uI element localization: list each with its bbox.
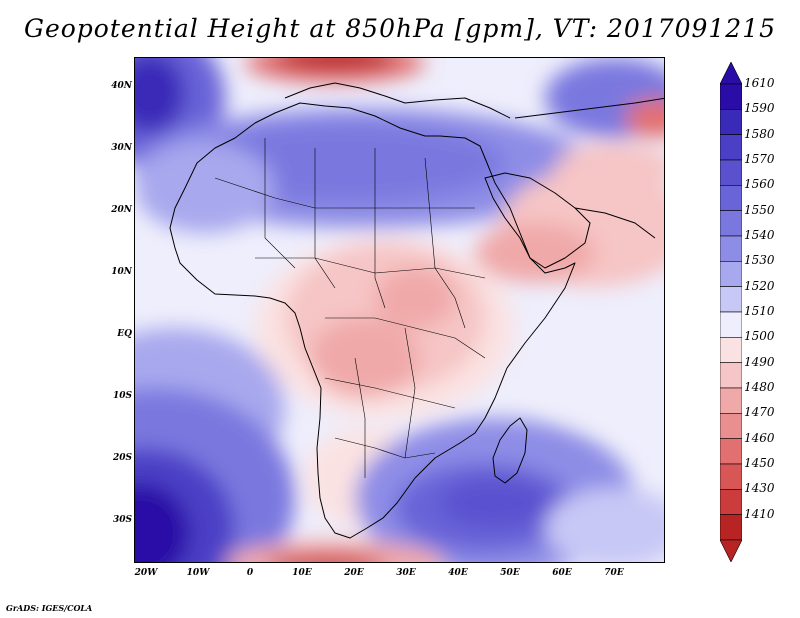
colorbar-label-1590: 1590 [744, 101, 775, 116]
colorbar-label-1550: 1550 [744, 202, 775, 217]
colorbar-cell-1560 [720, 185, 742, 211]
colorbar-label-1510: 1510 [744, 304, 775, 318]
colorbar-label-1560: 1560 [744, 177, 775, 192]
colorbar-label-1580: 1580 [744, 126, 775, 141]
colorbar-cell-1550 [720, 210, 742, 237]
lat-label-40n: 40N [111, 81, 132, 91]
colorbar [720, 62, 742, 562]
colorbar-label-1610: 1610 [744, 76, 775, 90]
colorbar-cell-1450 [720, 463, 742, 490]
lat-label-eq: EQ [117, 329, 132, 339]
colorbar-label-1530: 1530 [744, 253, 775, 268]
country-borders [214, 138, 486, 478]
colorbar-label-1460: 1460 [744, 430, 775, 445]
colorbar-label-1480: 1480 [744, 380, 775, 394]
colorbar-cell-1430 [720, 489, 742, 515]
height-field [135, 58, 664, 562]
colorbar-label-1410: 1410 [744, 506, 775, 521]
lon-label-10e: 10E [292, 568, 312, 578]
lat-label-10n: 10N [111, 267, 132, 277]
colorbar-cell-1540 [720, 235, 742, 262]
map-panel [134, 57, 665, 563]
lon-label-70e: 70E [604, 568, 624, 578]
lon-label-20w: 20W [134, 568, 158, 578]
colorbar-cell-1490 [720, 362, 742, 389]
colorbar-cell-1470 [720, 413, 742, 439]
colorbar-top-arrow [720, 62, 742, 85]
coastlines [169, 82, 664, 539]
colorbar-cell-1520 [720, 286, 742, 313]
colorbar-label-1450: 1450 [744, 456, 775, 470]
colorbar-cell-1570 [720, 159, 742, 186]
colorbar-cell-1500 [720, 337, 742, 363]
colorbar-label-1430: 1430 [744, 481, 775, 496]
colorbar-cell-1480 [720, 387, 742, 414]
lat-label-20n: 20N [111, 205, 132, 215]
lat-label-20s: 20S [112, 453, 132, 463]
lon-label-50e: 50E [500, 568, 520, 578]
colorbar-cell-1530 [720, 261, 742, 287]
lon-label-20e: 20E [344, 568, 364, 578]
lon-label-60e: 60E [552, 568, 572, 578]
colorbar-cell-1590 [720, 109, 742, 135]
colorbar-label-1570: 1570 [744, 152, 775, 166]
lon-label-0: 0 [246, 568, 254, 578]
colorbar-bottom-arrow [720, 539, 742, 562]
colorbar-label-1490: 1490 [744, 354, 775, 369]
colorbar-label-1520: 1520 [744, 278, 775, 293]
lat-label-30n: 30N [111, 143, 132, 153]
colorbar-cell-1410 [720, 514, 742, 541]
colorbar-label-1500: 1500 [744, 329, 775, 344]
colorbar-cell-1610 [720, 83, 742, 110]
colorbar-label-1540: 1540 [744, 228, 775, 242]
colorbar-label-1470: 1470 [744, 405, 775, 420]
colorbar-cell-1460 [720, 438, 742, 465]
map-title: Geopotential Height at 850hPa [gpm], VT:… [23, 14, 777, 43]
lon-label-40e: 40E [448, 568, 468, 578]
lon-label-10w: 10W [186, 568, 210, 578]
geopotential-map [135, 58, 664, 562]
lat-label-10s: 10S [112, 391, 132, 401]
colorbar-cell-1510 [720, 311, 742, 338]
grads-credit: GrADS: IGES/COLA [6, 603, 93, 613]
lat-label-30s: 30S [112, 515, 132, 525]
colorbar-cell-1580 [720, 134, 742, 161]
lon-label-30e: 30E [396, 568, 416, 578]
